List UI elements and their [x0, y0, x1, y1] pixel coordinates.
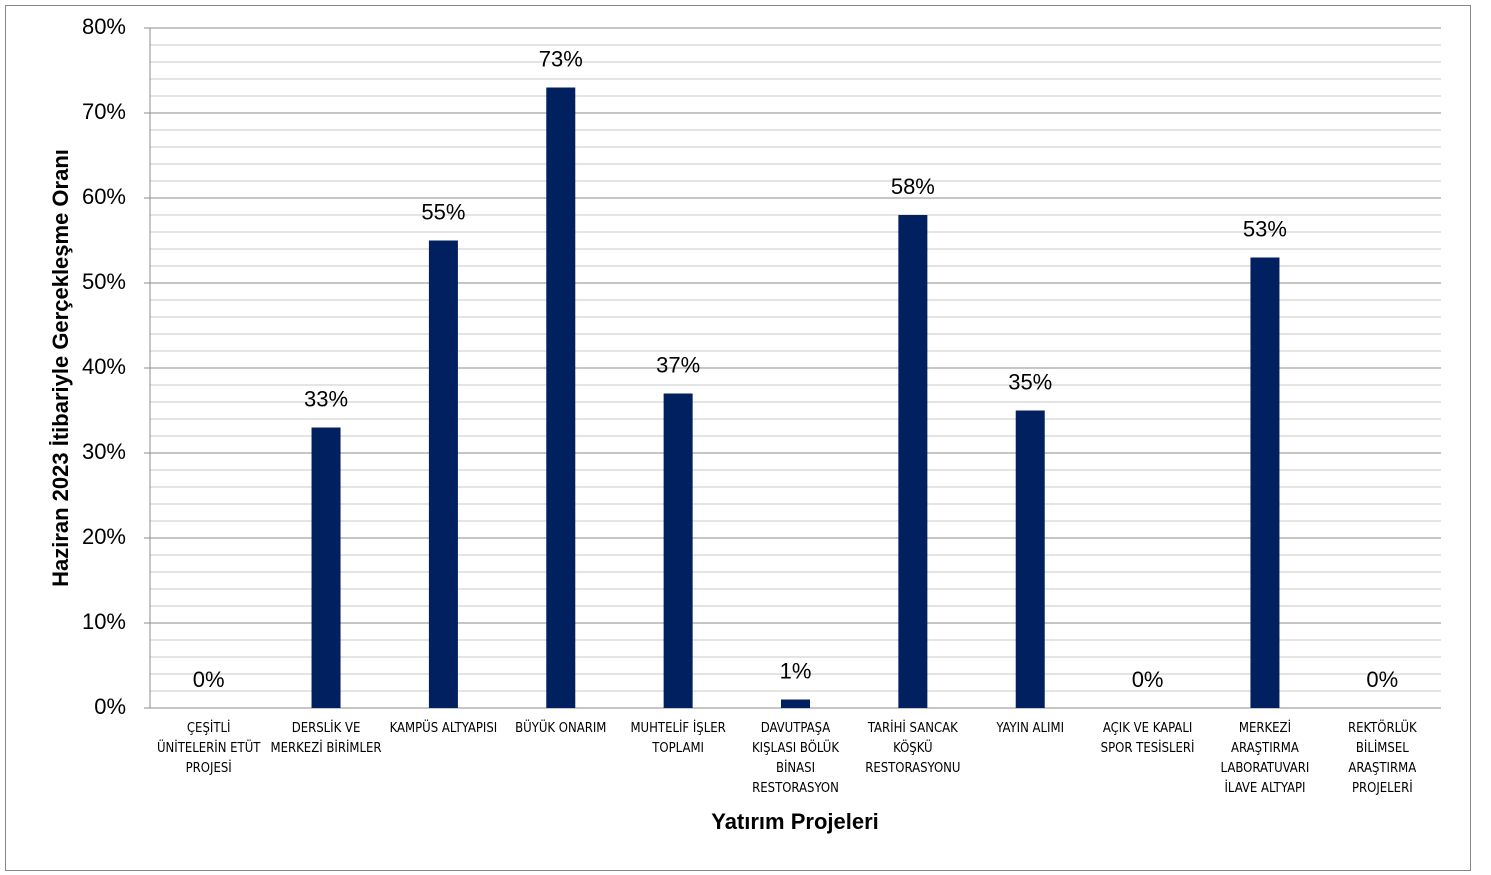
- x-tick-label: AÇIK VE KAPALI SPOR TESİSLERİ: [1100, 721, 1195, 756]
- data-label: 0%: [1132, 667, 1164, 692]
- x-tick-label: ÇEŞİTLİ ÜNİTELERİN ETÜT PROJESİ: [156, 721, 261, 776]
- data-label: 55%: [421, 199, 465, 224]
- bar: [428, 240, 458, 708]
- x-tick-label: MERKEZİ ARAŞTIRMA LABORATUVARI İLAVE ALT…: [1220, 721, 1310, 796]
- bar: [1250, 257, 1280, 708]
- data-label: 0%: [1366, 667, 1398, 692]
- y-tick-label: 50%: [82, 269, 126, 294]
- y-tick-label: 40%: [82, 354, 126, 379]
- data-label: 53%: [1243, 216, 1287, 241]
- x-tick-label: KAMPÜS ALTYAPISI: [389, 721, 498, 736]
- data-label: 35%: [1008, 369, 1052, 394]
- x-tick-label: BÜYÜK ONARIM: [515, 721, 607, 736]
- chart-border: [5, 5, 1471, 871]
- data-label: 58%: [891, 174, 935, 199]
- bar: [781, 699, 810, 708]
- bar: [311, 427, 341, 708]
- x-axis-label: Yatırım Projeleri: [711, 809, 879, 834]
- x-tick-label: YAYIN ALIMI: [996, 721, 1065, 736]
- y-tick-label: 80%: [82, 14, 126, 39]
- x-tick-label: DERSLİK VE MERKEZİ BİRİMLER: [270, 721, 382, 756]
- data-label: 73%: [539, 46, 583, 71]
- x-tick-label: DAVUTPAŞA KIŞLASI BÖLÜK BİNASI RESTORASY…: [751, 721, 840, 796]
- data-label: 33%: [304, 386, 348, 411]
- y-tick-label: 20%: [82, 524, 126, 549]
- y-tick-label: 10%: [82, 609, 126, 634]
- x-tick-label: TARİHİ SANCAK KÖŞKÜ RESTORASYONU: [865, 721, 961, 776]
- data-label: 37%: [656, 352, 700, 377]
- bar: [546, 87, 576, 708]
- bar: [663, 393, 693, 708]
- x-tick-label: MUHTELİF İŞLER TOPLAMI: [630, 721, 726, 756]
- y-tick-label: 0%: [94, 694, 126, 719]
- y-tick-label: 30%: [82, 439, 126, 464]
- data-label: 1%: [780, 658, 812, 683]
- y-tick-label: 70%: [82, 99, 126, 124]
- bar: [1015, 410, 1045, 708]
- y-axis-label: Haziran 2023 İtibariyle Gerçekleşme Oran…: [48, 149, 73, 587]
- bar: [898, 215, 928, 708]
- data-label: 0%: [193, 667, 225, 692]
- y-tick-label: 60%: [82, 184, 126, 209]
- x-tick-label: REKTÖRLÜK BİLİMSEL ARAŞTIRMA PROJELERİ: [1347, 721, 1417, 796]
